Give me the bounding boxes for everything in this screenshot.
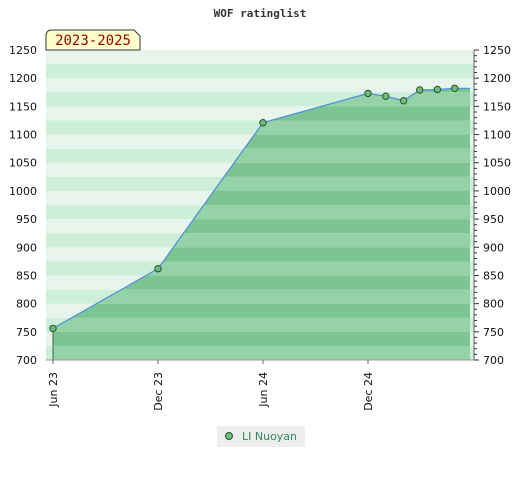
period-badge: 2023-2025 [45,29,141,51]
data-point [364,89,372,98]
area-band [53,275,470,290]
y-tick-label-left: 700 [16,354,37,367]
chart-title: WOF ratinglist [214,7,307,20]
data-point [433,85,442,94]
x-tick-label: Dec 23 [152,372,165,411]
y-tick-label-right: 1050 [483,157,511,170]
y-tick-label-left: 750 [16,326,37,339]
y-tick-label-left: 900 [16,241,37,254]
area-band [53,289,470,304]
y-tick-label-left: 1000 [9,185,37,198]
data-point [259,119,267,127]
y-tick-label-right: 900 [483,241,504,254]
y-tick-label-left: 950 [16,213,37,226]
period-badge-box [45,29,141,51]
axes-group [46,49,479,361]
y-tick-label-right: 1150 [483,100,511,113]
y-tick-label-right: 1000 [483,185,511,198]
legend-box [217,426,305,447]
y-tick-label-left: 1200 [9,72,37,85]
y-tick-label-right: 1200 [483,72,511,85]
legend-marker-icon [225,432,233,440]
y-tick-label-left: 1050 [9,157,37,170]
background-band [46,78,474,93]
y-tick-label-left: 1150 [9,100,37,113]
period-label: 2023-2025 [55,33,131,49]
y-tick-label-left: 850 [16,269,37,282]
y-tick-label-left: 800 [16,298,37,311]
background-band [46,64,474,79]
y-tick-label-left: 1100 [9,129,37,142]
area-band [53,332,470,347]
data-point [154,265,162,273]
x-tick-label: Jun 23 [47,372,60,408]
y-tick-labels: 700 700 750 750 800 800 850 850 900 900 950 950 1000… [9,44,511,367]
x-tick-labels: Jun 23 Dec 23 Jun 24 Dec 24 [47,360,375,411]
y-tick-label-right: 800 [483,298,504,311]
y-tick-label-right: 950 [483,213,504,226]
x-tick-label: Dec 24 [362,372,375,411]
data-point [451,84,459,93]
x-tick-label: Jun 24 [257,372,270,408]
y-tick-label-right: 1250 [483,44,511,57]
series-line [52,87,470,329]
legend[interactable]: LI Nuoyan [217,426,305,447]
background-band [46,50,474,65]
legend-label: LI Nuoyan [242,430,297,443]
area-band [53,346,470,360]
y-tick-label-right: 1100 [483,129,511,142]
y-tick-label-left: 1250 [9,44,37,57]
data-markers [49,84,459,333]
area-band [53,303,470,318]
area-band [53,317,470,332]
data-point [49,324,57,333]
data-point [399,97,408,105]
data-point [416,86,424,94]
data-point [382,92,390,100]
y-tick-label-right: 750 [483,326,504,339]
y-tick-label-right: 850 [483,269,504,282]
y-tick-label-right: 700 [483,354,504,367]
